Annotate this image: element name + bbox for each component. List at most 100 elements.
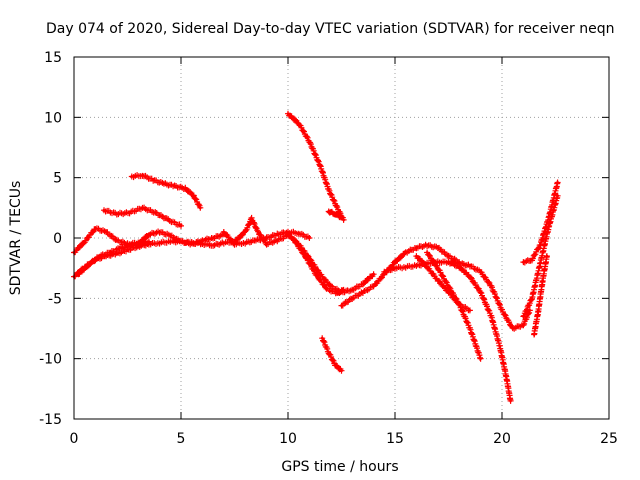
data-point [320, 336, 324, 340]
data-point [447, 260, 450, 264]
data-point [286, 112, 290, 116]
x-axis-label: GPS time / hours [281, 459, 398, 475]
x-tick-label: 0 [70, 431, 79, 447]
data-point [522, 315, 525, 318]
data-point [130, 243, 134, 247]
data-point [115, 239, 119, 242]
data-point [327, 188, 331, 192]
data-point [115, 252, 119, 256]
data-point [545, 254, 549, 258]
data-point [468, 309, 472, 312]
data-point [530, 258, 534, 262]
data-point [158, 230, 162, 234]
data-point [130, 175, 134, 178]
data-point [201, 239, 204, 242]
data-point [265, 242, 268, 246]
data-point [425, 265, 429, 269]
series-arc-04 [101, 204, 184, 229]
data-point [457, 261, 461, 265]
data-point [250, 217, 254, 221]
data-point [211, 243, 215, 247]
grid-lines [74, 57, 609, 419]
y-tick-label: -15 [39, 412, 62, 428]
data-point [151, 178, 155, 182]
series-arc-11 [285, 110, 347, 223]
data-point [211, 236, 215, 240]
data-point [327, 210, 331, 213]
data-points-arc-13 [319, 335, 345, 374]
data-point [308, 140, 311, 143]
data-points-arc-11 [285, 110, 347, 223]
data-point [340, 369, 343, 373]
data-point [318, 164, 322, 168]
data-point [275, 232, 279, 236]
data-point [198, 206, 202, 210]
x-tick-label: 5 [177, 431, 186, 447]
data-point [342, 288, 346, 292]
data-point [468, 275, 472, 279]
series-arc-13 [319, 335, 345, 374]
data-point [190, 242, 194, 246]
data-point [166, 218, 170, 222]
data-point [335, 292, 339, 295]
data-point [350, 288, 354, 292]
data-point [158, 241, 162, 245]
series-arc-07 [199, 214, 291, 249]
data-point [479, 270, 482, 274]
data-point [98, 254, 102, 258]
data-point [393, 266, 397, 270]
data-point [173, 184, 176, 188]
data-point [404, 251, 408, 254]
data-point [256, 230, 260, 234]
data-point [498, 345, 502, 348]
data-point [115, 212, 119, 216]
chart-title: Day 074 of 2020, Sidereal Day-to-day VTE… [46, 21, 614, 37]
data-point [314, 272, 318, 276]
series-arc-06 [135, 228, 227, 248]
data-point [265, 236, 268, 240]
data-point [522, 323, 525, 327]
data-point [222, 241, 226, 245]
data-point [361, 290, 365, 294]
axis-ticks: 0 5 10 15 20 25 -15 -10 -5 0 5 10 15 [39, 50, 618, 447]
data-point [333, 212, 337, 216]
y-tick-label: 5 [53, 171, 62, 187]
data-point [141, 173, 144, 177]
data-point [532, 333, 536, 336]
data-point [297, 121, 301, 125]
series-arc-18 [413, 253, 473, 314]
data-point [243, 241, 247, 245]
data-point [147, 240, 151, 244]
data-points-arc-17 [445, 259, 514, 404]
data-point [479, 357, 482, 361]
data-point [340, 304, 343, 307]
series-arc-08 [220, 228, 313, 248]
data-point [335, 206, 339, 210]
data-point [168, 240, 172, 244]
data-point [536, 309, 540, 312]
series-arc-03 [75, 240, 146, 278]
data-point [136, 242, 140, 246]
series-arc-17 [445, 259, 514, 404]
series-arc-16 [424, 249, 484, 362]
data-points-arc-03 [75, 240, 146, 278]
data-point [457, 302, 461, 306]
y-tick-label: -5 [48, 291, 62, 307]
data-point [382, 270, 386, 274]
data-point [425, 243, 429, 247]
data-point [275, 239, 279, 242]
data-point [192, 194, 196, 198]
data-point [222, 230, 226, 234]
x-tick-label: 20 [493, 431, 511, 447]
y-axis-label: SDTVAR / TECUs [8, 181, 24, 296]
y-tick-label: 15 [44, 50, 62, 66]
data-points-arc-10 [291, 237, 347, 297]
data-point [293, 239, 296, 242]
data-point [183, 187, 187, 190]
data-point [102, 208, 106, 212]
data-point [556, 181, 560, 184]
data-point [539, 260, 542, 264]
data-point [489, 315, 493, 318]
data-point [308, 236, 311, 240]
data-point [233, 242, 236, 246]
